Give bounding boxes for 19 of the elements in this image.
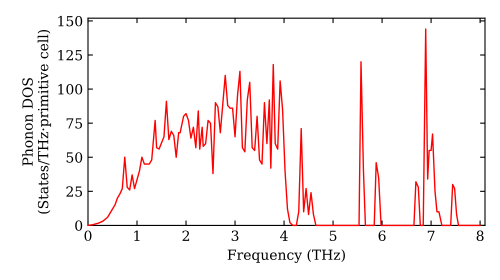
x-tick-label: 8 xyxy=(476,230,484,242)
x-tick-label: 1 xyxy=(134,230,140,241)
line-series xyxy=(87,28,481,226)
x-tick-label: 0 xyxy=(84,230,92,242)
y-tick-label: 25 xyxy=(66,186,82,197)
x-axis-title: Frequency (THz) xyxy=(228,249,345,263)
x-tick-label: 6 xyxy=(378,230,386,242)
y-tick-label: 50 xyxy=(66,152,82,163)
x-tick-label: 5 xyxy=(330,230,336,242)
x-tick-label: 7 xyxy=(428,230,434,241)
y-tick-label: 0 xyxy=(75,220,82,231)
y-axis-title: Phonon DOS (States/THz·primitive cell) xyxy=(22,30,52,214)
y-tick-label: 100 xyxy=(58,84,82,95)
x-tick-label: 3 xyxy=(232,230,238,242)
x-tick-label: 2 xyxy=(182,230,190,241)
y-tick-label: 150 xyxy=(58,16,82,26)
x-tick-label: 4 xyxy=(280,230,288,241)
y-tick-label: 125 xyxy=(58,50,82,60)
y-tick-label: 75 xyxy=(66,118,82,129)
